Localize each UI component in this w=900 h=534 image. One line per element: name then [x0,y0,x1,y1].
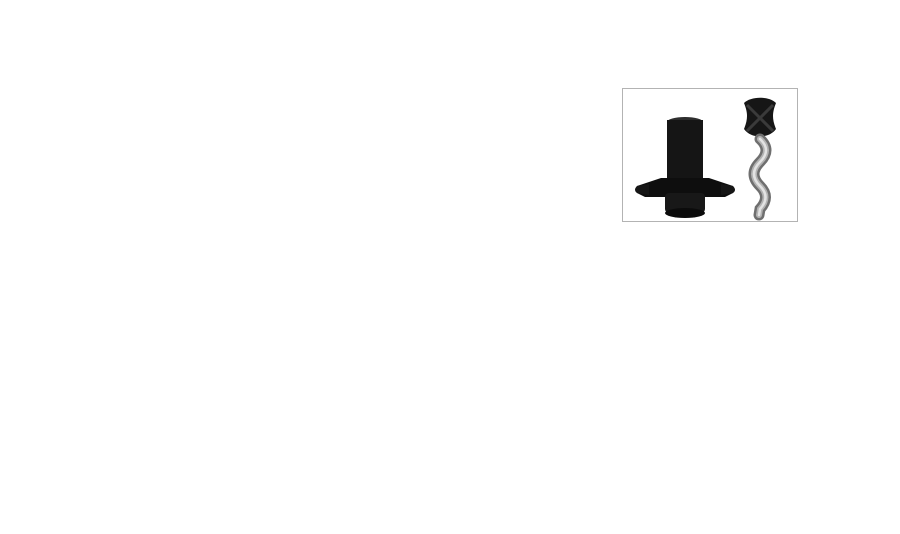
rotor-and-stator-icon [744,97,776,221]
pump-suction-strainer-icon [635,117,735,218]
pump-parts-illustration [635,97,776,221]
pump-parts-inset [622,88,798,222]
